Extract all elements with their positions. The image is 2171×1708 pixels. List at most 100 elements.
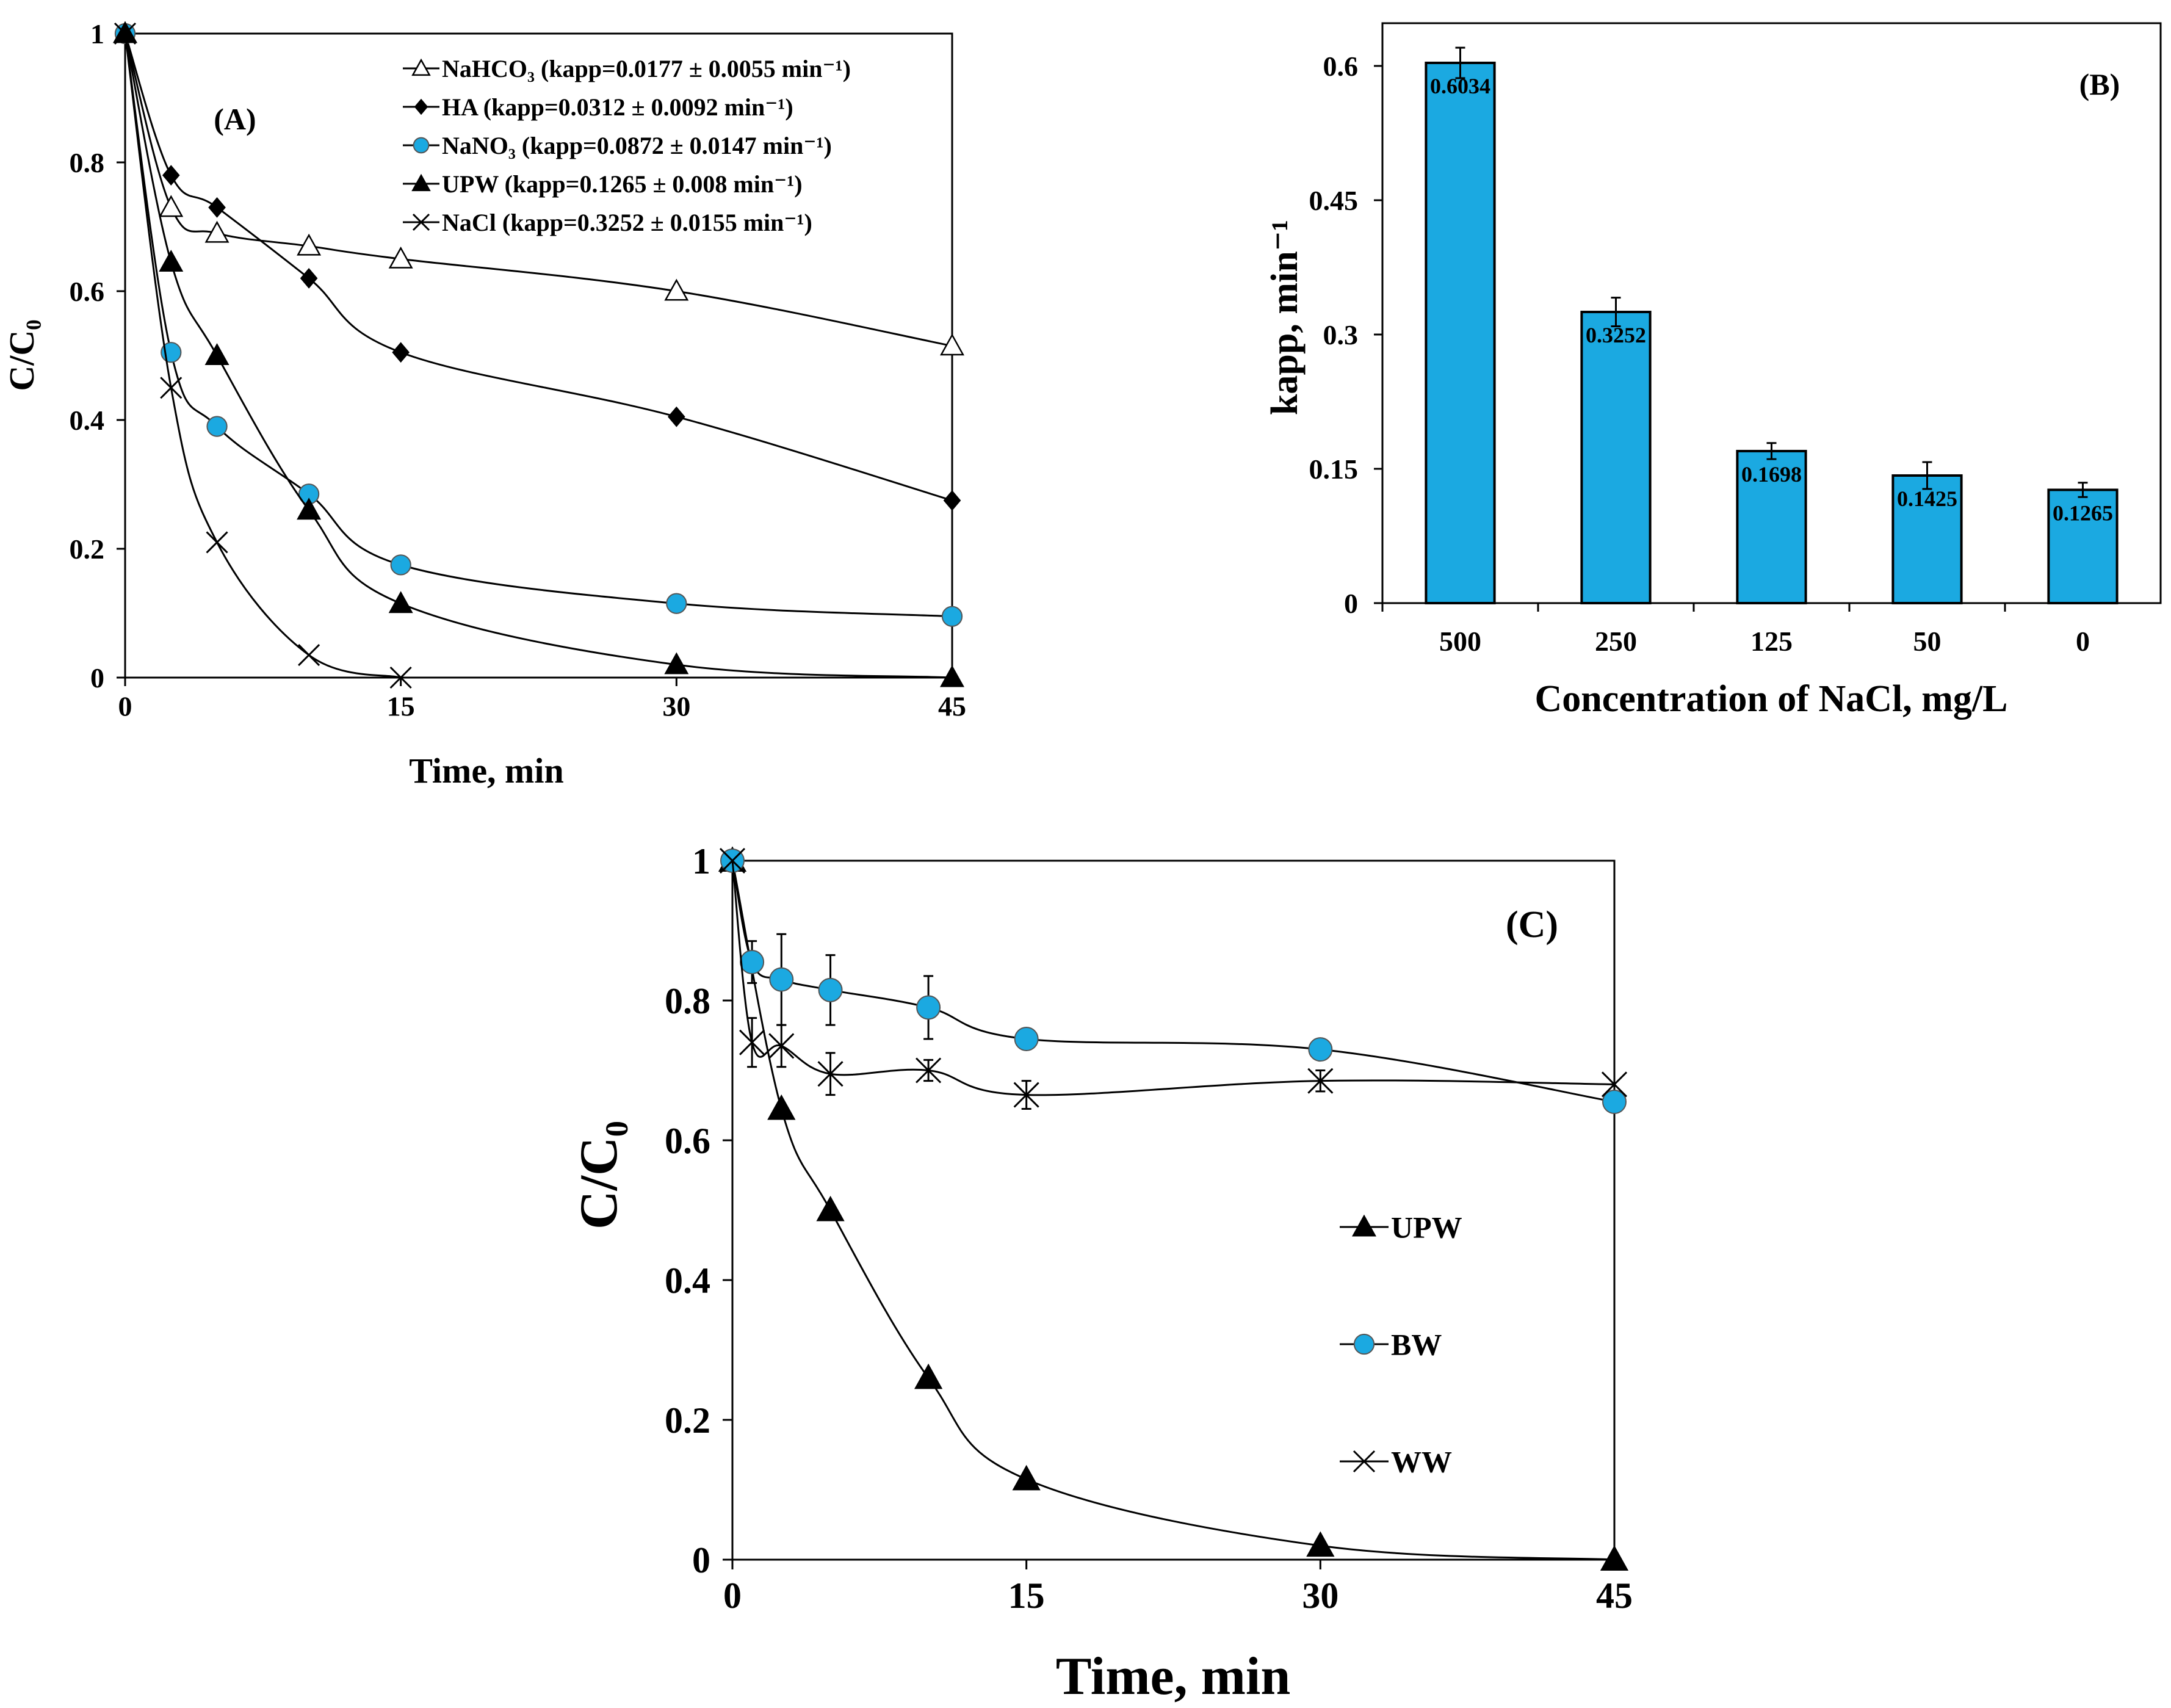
legend-marker xyxy=(1353,1333,1375,1355)
data-point xyxy=(114,22,137,45)
legend-label: NaNO₃ (kapp=0.0872 ± 0.0147 min⁻¹) xyxy=(442,132,832,159)
data-point xyxy=(208,197,226,218)
legend-label: WW xyxy=(1391,1445,1452,1479)
data-point xyxy=(298,644,320,667)
data-point xyxy=(297,233,322,256)
data-point xyxy=(204,343,229,366)
panel-b-xlabel: Concentration of NaCl, mg/L xyxy=(1535,678,2008,720)
data-point xyxy=(206,416,228,437)
data-point xyxy=(941,606,963,627)
series-line xyxy=(124,33,402,679)
x-tick-label: 50 xyxy=(1913,626,1942,657)
data-point xyxy=(940,333,964,356)
data-point xyxy=(1601,1071,1628,1098)
data-point xyxy=(1602,1090,1627,1115)
y-tick-label: 0.6 xyxy=(665,1121,710,1161)
y-tick-label: 0.6 xyxy=(1323,51,1359,82)
panel-b-label: (B) xyxy=(2079,67,2120,101)
y-tick-label: 0 xyxy=(90,662,104,693)
data-point xyxy=(916,1057,942,1084)
data-point xyxy=(1308,1037,1333,1062)
y-tick-label: 0.45 xyxy=(1309,185,1359,216)
data-point xyxy=(768,1033,795,1059)
data-point xyxy=(664,652,689,675)
bar xyxy=(2047,488,2119,605)
data-point xyxy=(392,342,410,363)
bar xyxy=(1425,62,1496,605)
panel-c: 0 0.2 0.4 0.6 0.8 1 0 15 30 45 (C) Time, min C/C₀… xyxy=(569,841,1633,1706)
data-point xyxy=(740,950,765,975)
y-tick-label: 0.3 xyxy=(1323,319,1359,350)
data-point xyxy=(767,1094,796,1120)
data-point xyxy=(1307,1068,1334,1094)
legend-label: UPW xyxy=(1391,1210,1462,1245)
y-tick-label: 0.4 xyxy=(70,405,105,436)
series-line xyxy=(124,33,953,618)
bar-data-label: 0.1265 xyxy=(2053,501,2113,525)
data-point xyxy=(943,490,961,511)
x-tick-label: 500 xyxy=(1439,626,1481,657)
data-point xyxy=(1014,1026,1039,1051)
x-tick-label: 15 xyxy=(387,690,415,722)
y-tick-label: 0 xyxy=(1344,588,1358,619)
data-point xyxy=(816,1195,845,1221)
series-line xyxy=(731,860,1615,1096)
legend-label: UPW (kapp=0.1265 ± 0.008 min⁻¹) xyxy=(442,170,803,198)
bar xyxy=(1580,311,1652,604)
bar-data-label: 0.6034 xyxy=(1430,74,1490,98)
legend-marker xyxy=(413,137,430,154)
data-point xyxy=(297,498,322,520)
error-bar xyxy=(1611,297,1621,328)
data-point xyxy=(666,593,687,614)
y-tick-label: 0.8 xyxy=(70,147,105,178)
data-point xyxy=(1306,1531,1335,1557)
data-point xyxy=(817,1061,843,1087)
x-tick-label: 0 xyxy=(2076,626,2090,657)
legend-label: NaHCO₃ (kapp=0.0177 ± 0.0055 min⁻¹) xyxy=(442,55,851,82)
y-tick-label: 1 xyxy=(692,841,710,881)
y-tick-label: 0.2 xyxy=(665,1400,710,1441)
legend-label: NaCl (kapp=0.3252 ± 0.0155 min⁻¹) xyxy=(442,209,812,236)
data-point xyxy=(204,220,229,243)
panel-a-xlabel: Time, min xyxy=(409,751,564,791)
x-tick-label: 30 xyxy=(662,690,690,722)
panel-a-ylabel: C/C₀ xyxy=(2,319,42,391)
x-tick-label: 15 xyxy=(1008,1576,1045,1616)
data-point xyxy=(389,666,412,689)
data-point xyxy=(914,1363,943,1389)
x-tick-label: 125 xyxy=(1750,626,1793,657)
panel-a-legend: NaHCO₃ (kapp=0.0177 ± 0.0055 min⁻¹) HA (k… xyxy=(403,55,851,236)
x-tick-label: 30 xyxy=(1302,1576,1338,1616)
legend-marker xyxy=(411,58,431,76)
bar-data-label: 0.3252 xyxy=(1586,323,1646,347)
error-bar xyxy=(1766,442,1777,460)
y-tick-label: 0 xyxy=(692,1540,710,1580)
x-tick-label: 45 xyxy=(938,690,966,722)
data-point xyxy=(769,967,794,992)
data-point xyxy=(162,165,180,186)
legend-marker xyxy=(414,98,428,115)
legend-marker xyxy=(1353,1450,1376,1473)
panel-c-plot-area xyxy=(731,859,1616,1561)
bar xyxy=(1736,449,1807,605)
data-point xyxy=(159,195,184,217)
series-line xyxy=(731,860,1615,1103)
y-tick-label: 0.4 xyxy=(665,1261,710,1301)
data-point xyxy=(300,268,318,289)
data-point xyxy=(739,1029,765,1055)
legend-marker xyxy=(412,213,430,231)
data-point xyxy=(916,995,941,1020)
error-bar xyxy=(2078,482,2088,498)
legend-label: BW xyxy=(1391,1328,1442,1362)
data-point xyxy=(159,250,184,272)
panel-c-legend: UPW BW WW xyxy=(1340,1210,1462,1479)
panel-a: 0 0.2 0.4 0.6 0.8 1 0 15 30 45 (A) Time, min C/C₀… xyxy=(2,18,966,791)
data-point xyxy=(940,665,964,687)
data-point xyxy=(668,406,685,427)
error-bar xyxy=(1455,46,1465,79)
y-tick-label: 0.15 xyxy=(1309,454,1359,485)
x-tick-label: 0 xyxy=(118,690,132,722)
data-point xyxy=(719,847,746,874)
data-point xyxy=(818,977,843,1002)
